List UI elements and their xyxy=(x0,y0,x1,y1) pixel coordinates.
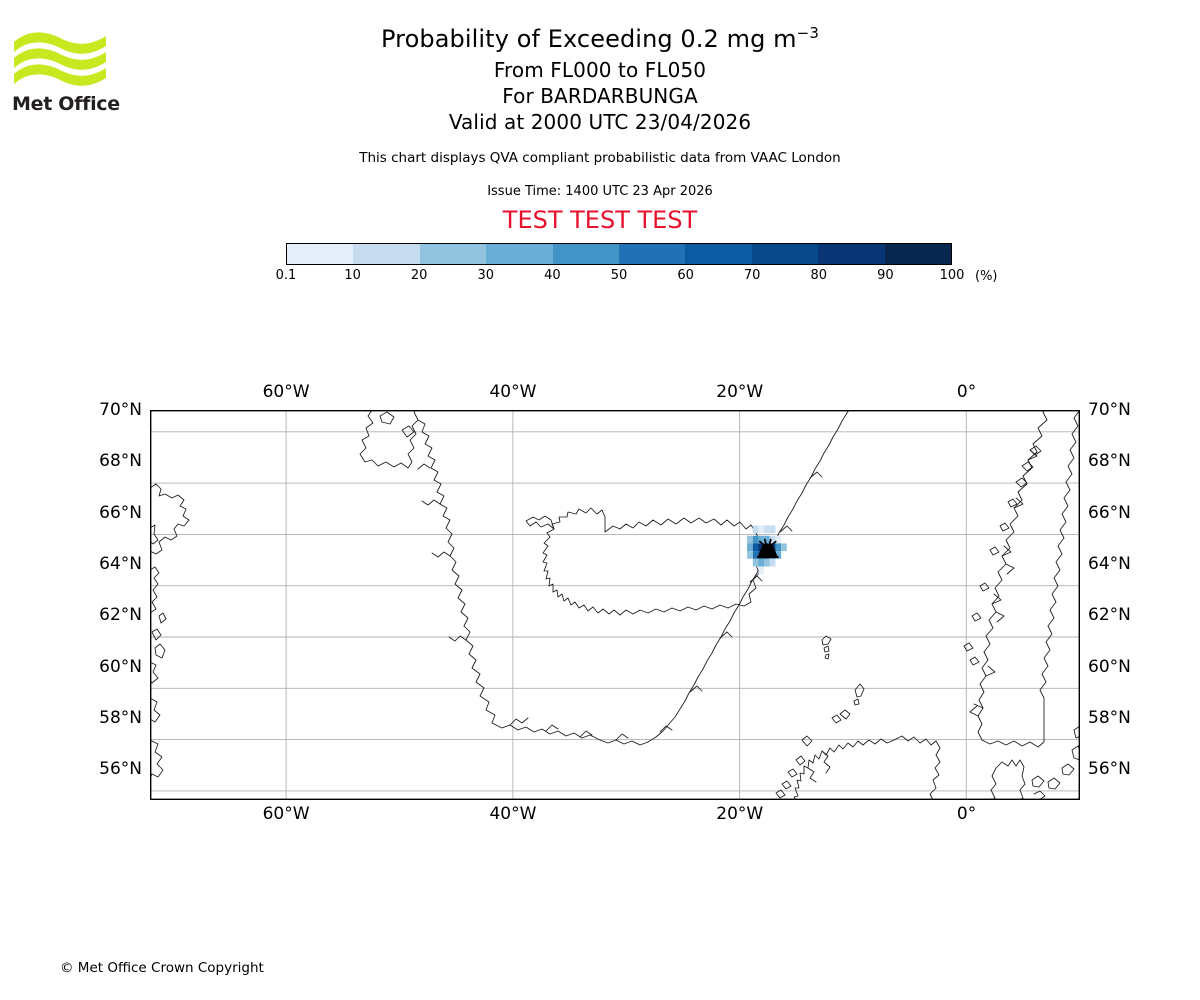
colorbar-segment-9 xyxy=(884,244,952,264)
ash-cell xyxy=(752,543,759,552)
ash-cell xyxy=(764,535,770,544)
main-title-text: Probability of Exceeding 0.2 mg m xyxy=(381,25,797,53)
colorbar-segment-8 xyxy=(818,244,885,264)
ash-cell xyxy=(764,558,770,567)
met-office-wave-mark xyxy=(14,32,106,86)
colorbar-unit-label: (%) xyxy=(975,269,998,284)
colorbar-tick-70: 70 xyxy=(743,268,761,283)
colorbar-tick-50: 50 xyxy=(610,268,628,283)
ash-cell xyxy=(769,535,776,544)
colorbar-segment-3 xyxy=(486,244,553,264)
chart-title-block: Probability of Exceeding 0.2 mg m−3 From… xyxy=(0,0,1200,234)
map-panel xyxy=(150,410,1080,800)
lat-tick-right-70°N: 70°N xyxy=(1088,400,1131,420)
ash-cell xyxy=(769,558,776,567)
ash-cell xyxy=(752,558,759,567)
lon-tick-60°W: 60°W xyxy=(262,382,310,402)
lat-tick-left-60°N: 60°N xyxy=(99,656,142,677)
lon-tick-20°W: 20°W xyxy=(716,804,764,824)
met-office-wordmark: Met Office xyxy=(12,93,120,114)
ash-cell xyxy=(752,535,759,544)
lat-tick-right-66°N: 66°N xyxy=(1088,502,1131,523)
ash-cell xyxy=(758,535,765,544)
lon-tick-40°W: 40°W xyxy=(489,804,537,824)
lat-tick-right-56°N: 56°N xyxy=(1088,759,1131,780)
lat-tick-left-62°N: 62°N xyxy=(99,605,142,626)
colorbar-segment-1 xyxy=(353,244,420,264)
colorbar-segment-4 xyxy=(552,244,620,264)
lat-tick-right-58°N: 58°N xyxy=(1088,707,1131,728)
colorbar-segment-6 xyxy=(685,244,752,264)
ash-cell xyxy=(764,525,770,534)
main-title-exponent: −3 xyxy=(796,24,819,42)
lat-tick-right-62°N: 62°N xyxy=(1088,605,1131,626)
ash-cell xyxy=(747,543,753,552)
test-banner: TEST TEST TEST xyxy=(502,206,698,234)
flight-level-line: From FL000 to FL050 xyxy=(493,58,707,82)
lat-tick-left-58°N: 58°N xyxy=(99,707,142,728)
issue-time: Issue Time: 1400 UTC 23 Apr 2026 xyxy=(487,184,713,199)
lat-tick-right-60°N: 60°N xyxy=(1088,656,1131,677)
lon-tick-40°W: 40°W xyxy=(489,382,537,402)
colorbar: 0.1 10 20 30 40 50 60 70 80 90 100 xyxy=(276,243,965,286)
colorbar-gradient xyxy=(286,243,952,265)
lat-tick-left-64°N: 64°N xyxy=(99,553,142,574)
ash-cell xyxy=(747,535,753,544)
lon-tick-0°: 0° xyxy=(956,804,977,824)
ash-cell xyxy=(769,525,776,534)
volcano-icon xyxy=(756,538,779,559)
colorbar-segment-5 xyxy=(619,244,686,264)
volcano-name-line: For BARDARBUNGA xyxy=(502,84,698,108)
ash-cell xyxy=(781,543,787,552)
ash-cell xyxy=(775,535,782,544)
qva-note: This chart displays QVA compliant probab… xyxy=(359,150,841,166)
ash-cell xyxy=(752,551,759,559)
map-gridlines xyxy=(150,410,1080,800)
valid-time-line: Valid at 2000 UTC 23/04/2026 xyxy=(448,110,752,134)
ash-cell xyxy=(758,566,765,575)
ash-cell xyxy=(758,543,765,552)
ash-cell xyxy=(758,525,765,534)
ash-cell xyxy=(775,543,782,552)
page-title: Probability of Exceeding 0.2 mg m−3 xyxy=(0,24,1200,54)
lat-tick-left-70°N: 70°N xyxy=(99,400,142,420)
colorbar-segment-2 xyxy=(419,244,487,264)
colorbar-tick-30: 30 xyxy=(477,268,495,283)
ash-cell xyxy=(758,558,765,567)
lat-tick-left-68°N: 68°N xyxy=(99,451,142,472)
map-frame xyxy=(150,410,1080,800)
ash-cell xyxy=(752,525,759,534)
colorbar-tick-40: 40 xyxy=(544,268,561,283)
colorbar-segment-7 xyxy=(751,244,819,264)
lat-tick-right-64°N: 64°N xyxy=(1088,553,1131,574)
colorbar-segment-0 xyxy=(287,244,354,264)
colorbar-tick-0.1: 0.1 xyxy=(275,268,297,283)
met-office-logo: Met Office xyxy=(12,22,122,114)
copyright-notice: © Met Office Crown Copyright xyxy=(60,960,264,976)
lat-tick-right-68°N: 68°N xyxy=(1088,451,1131,472)
colorbar-tick-100: 100 xyxy=(939,268,965,283)
colorbar-tick-labels: 0.1 10 20 30 40 50 60 70 80 90 100 xyxy=(276,268,965,286)
colorbar-tick-10: 10 xyxy=(344,268,361,283)
ash-cell xyxy=(747,551,753,559)
coastlines xyxy=(150,410,1080,800)
colorbar-tick-90: 90 xyxy=(877,268,894,283)
lat-tick-left-66°N: 66°N xyxy=(99,502,142,523)
ash-cell xyxy=(775,551,782,559)
lon-tick-60°W: 60°W xyxy=(262,804,310,824)
colorbar-tick-80: 80 xyxy=(810,268,828,283)
colorbar-tick-60: 60 xyxy=(677,268,694,283)
lon-tick-0°: 0° xyxy=(956,382,977,402)
lon-tick-20°W: 20°W xyxy=(716,382,764,402)
colorbar-tick-20: 20 xyxy=(410,268,428,283)
lat-tick-left-56°N: 56°N xyxy=(99,759,142,780)
